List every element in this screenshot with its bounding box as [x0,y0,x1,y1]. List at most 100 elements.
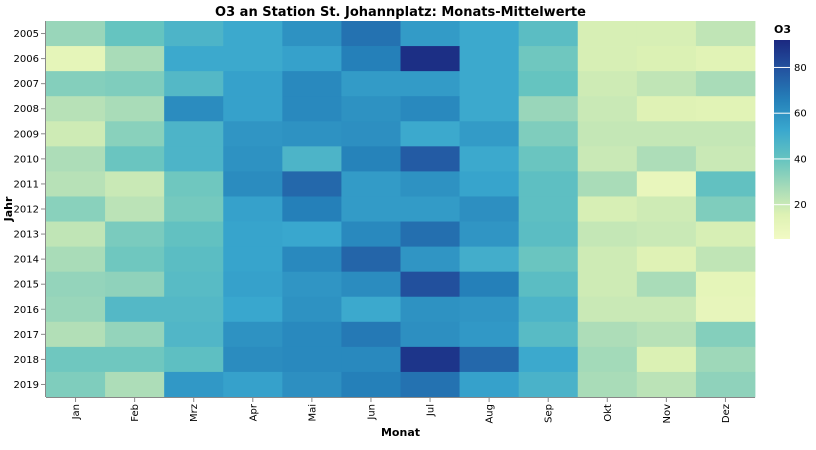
heatmap-cell [577,196,638,222]
x-axis: Jan Feb Mrz Apr Mai Jun Jul Aug Sep Okt Nov Dez [46,397,755,424]
heatmap-cell [223,46,283,72]
heatmap-cell [341,321,401,348]
heatmap-cell [164,121,224,147]
heatmap-cell [695,46,756,72]
heatmap-cell [223,271,283,298]
heatmap-cell [459,46,520,72]
heatmap-cell [400,196,460,222]
heatmap-cell [577,71,638,97]
heatmap-cell [695,171,756,197]
heatmap-cell [459,196,520,222]
heatmap-cell [636,46,697,72]
heatmap-cell [223,21,283,47]
heatmap-cell [636,146,697,172]
heatmap-cell [282,271,342,298]
heatmap-cell [636,196,697,222]
heatmap-cell [164,371,224,398]
heatmap-cell [400,46,460,72]
heatmap-cell [46,296,106,323]
heatmap-cell [164,246,224,273]
heatmap-cell [577,246,638,273]
heatmap-cell [341,346,401,373]
heatmap-cell [46,221,106,247]
heatmap-cell [577,46,638,72]
heatmap-cell [282,96,342,122]
heatmap-cell [695,246,756,273]
heatmap-cell [400,146,460,172]
heatmap-cell [105,371,165,398]
heatmap-cell [223,371,283,398]
heatmap-cell [46,246,106,273]
heatmap-cell [164,271,224,298]
heatmap-cell [341,221,401,247]
y-tick-label: 2014 [14,255,39,266]
heatmap-cell [164,96,224,122]
x-tick-label: Jun [366,404,377,421]
heatmap-cell [636,96,697,122]
heatmap-cell [695,271,756,298]
y-tick-label: 2017 [14,330,39,341]
heatmap-cell [223,96,283,122]
heatmap-cell [400,96,460,122]
y-tick-label: 2015 [14,280,39,291]
x-tick-label: Dez [721,404,732,423]
legend-title: O3 [774,23,791,36]
heatmap-cell [518,221,579,247]
y-tick-label: 2010 [14,154,39,165]
x-tick-label: Mai [307,404,318,422]
y-tick-label: 2016 [14,305,39,316]
heatmap-cell [459,321,520,348]
chart-title: O3 an Station St. Johannplatz: Monats-Mi… [215,5,586,20]
heatmap-cell [282,121,342,147]
heatmap-cell [577,221,638,247]
heatmap-cell [282,71,342,97]
heatmap-cell [577,371,638,398]
heatmap-cell [400,71,460,97]
heatmap-cell [577,171,638,197]
heatmap-cell [695,321,756,348]
heatmap-cell [105,321,165,348]
heatmap-cell [577,346,638,373]
heatmap-cell [105,271,165,298]
heatmap-cell [518,321,579,348]
heatmap-cell [223,196,283,222]
heatmap-cell [105,246,165,273]
heatmap-cell [695,96,756,122]
heatmap-cell [695,21,756,47]
heatmap-cell [695,346,756,373]
heatmap-cell [636,171,697,197]
heatmap-cell [518,96,579,122]
heatmap-cell [400,371,460,398]
heatmap-cell [695,221,756,247]
heatmap-cell [105,71,165,97]
heatmap-cell [105,196,165,222]
heatmap-cell [341,46,401,72]
heatmap-cell [282,321,342,348]
heatmap-cell [577,321,638,348]
heatmap-cell [46,346,106,373]
heatmap-cell [164,196,224,222]
heatmap-cell [518,21,579,47]
heatmap-cells [46,21,756,398]
heatmap-cell [105,121,165,147]
heatmap-cell [164,46,224,72]
x-tick-label: Okt [603,404,614,422]
heatmap-cell [636,71,697,97]
heatmap-cell [400,296,460,323]
heatmap-cell [105,296,165,323]
heatmap-cell [341,146,401,172]
heatmap-cell [577,146,638,172]
heatmap-cell [577,21,638,47]
heatmap-cell [46,271,106,298]
heatmap-cell [518,371,579,398]
heatmap-cell [341,96,401,122]
heatmap-cell [459,346,520,373]
heatmap-cell [636,221,697,247]
heatmap-cell [46,196,106,222]
heatmap-cell [459,171,520,197]
heatmap-cell [636,121,697,147]
heatmap-cell [46,321,106,348]
heatmap-cell [577,271,638,298]
heatmap-cell [459,71,520,97]
